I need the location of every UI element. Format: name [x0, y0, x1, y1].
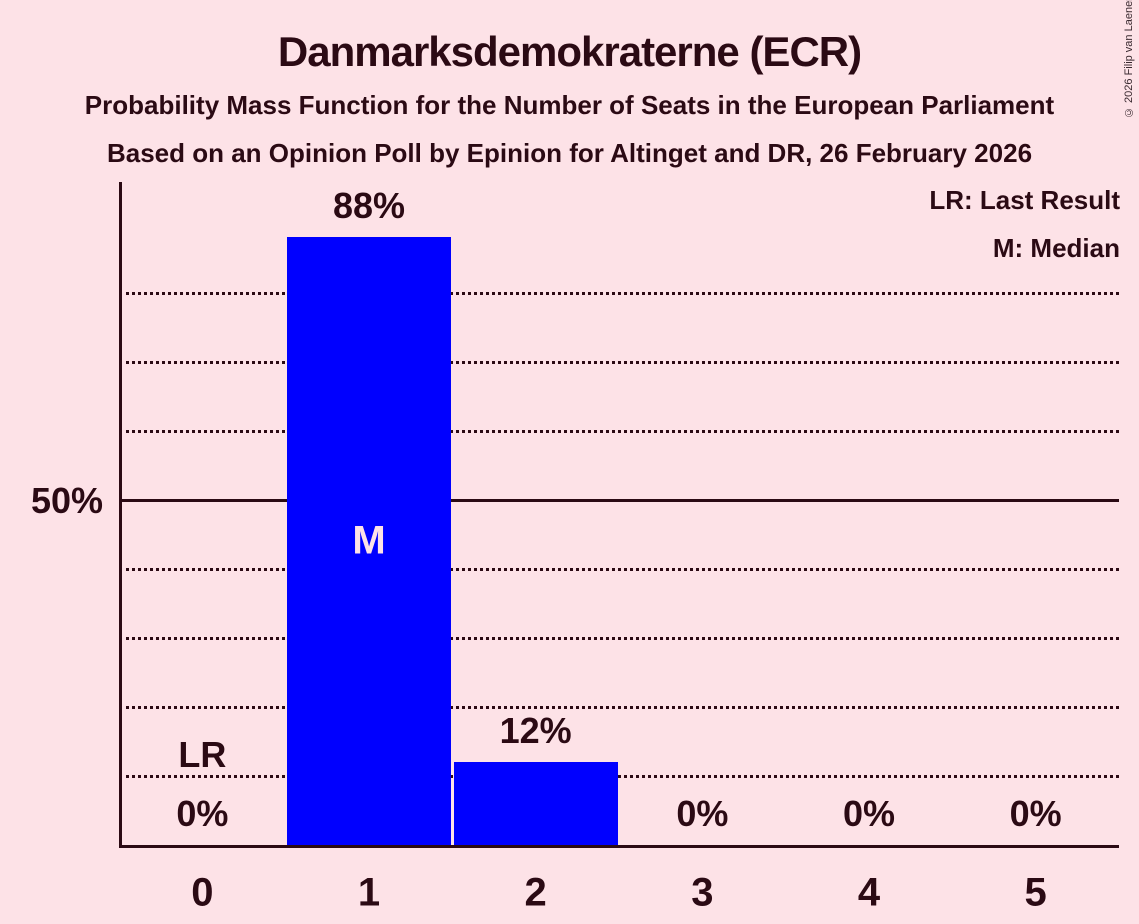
x-tick-label: 3 [691, 870, 714, 915]
legend-median: M: Median [992, 233, 1120, 263]
gridline [119, 636, 1119, 640]
y-axis [119, 182, 122, 848]
x-tick-label: 4 [857, 870, 881, 915]
bar [453, 762, 618, 845]
x-tick-label: 0 [191, 870, 214, 915]
copyright-notice: © 2026 Filip van Laenen [1123, 0, 1135, 118]
chart-source-line: Based on an Opinion Poll by Epinion for … [106, 138, 1033, 168]
value-label: 12% [499, 710, 572, 752]
page-title: Danmarksdemokraterne (ECR) [277, 28, 862, 75]
y-tick-label: 50% [30, 480, 103, 521]
gridline [119, 429, 1119, 433]
legend-last-result: LR: Last Result [929, 185, 1120, 215]
value-label: 0% [1009, 793, 1062, 834]
value-label: 0% [676, 793, 729, 834]
last-result-marker: LR [178, 734, 227, 775]
x-tick-label: 2 [524, 870, 547, 915]
x-tick-label: 1 [357, 870, 381, 915]
gridline [119, 291, 1119, 295]
gridline-50pct [119, 498, 1119, 502]
gridline [119, 774, 1119, 778]
bar [287, 237, 451, 845]
legend: LR: Last Result M: Median [929, 184, 1120, 280]
value-label: 0% [842, 793, 896, 834]
gridline [119, 705, 1119, 709]
gridline [119, 360, 1119, 364]
median-marker: M [352, 518, 386, 563]
x-tick-label: 5 [1024, 870, 1047, 915]
chart-subtitle: Probability Mass Function for the Number… [84, 90, 1055, 120]
plot-area: 0% 0 88% 1 12% 2 0% 3 0% 4 0% 5 M LR [119, 182, 1119, 915]
value-label: 88% [332, 185, 406, 227]
x-axis [119, 845, 1119, 848]
value-label: 0% [176, 793, 229, 834]
gridline [119, 567, 1119, 571]
